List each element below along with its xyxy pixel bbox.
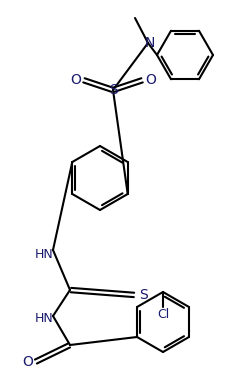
Text: O: O [145, 73, 156, 87]
Text: O: O [71, 73, 82, 87]
Text: HN: HN [35, 249, 54, 262]
Text: Cl: Cl [157, 308, 169, 321]
Text: S: S [109, 83, 117, 97]
Text: N: N [145, 36, 155, 50]
Text: O: O [23, 355, 33, 369]
Text: S: S [139, 288, 147, 302]
Text: HN: HN [35, 312, 54, 325]
